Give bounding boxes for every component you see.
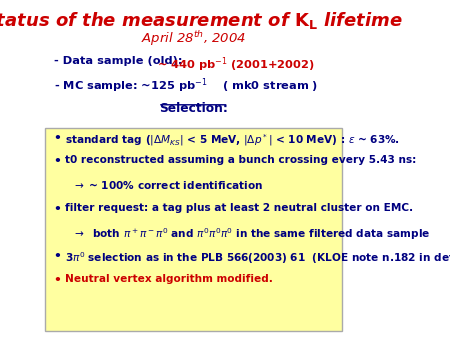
Text: Selection:: Selection:: [159, 102, 228, 115]
Text: •: •: [53, 274, 61, 287]
Text: ~ 440 pb$^{-1}$ (2001+2002): ~ 440 pb$^{-1}$ (2001+2002): [157, 56, 315, 74]
Text: Neutral vertex algorithm modified.: Neutral vertex algorithm modified.: [65, 274, 273, 284]
Text: April 28$^{th}$, 2004: April 28$^{th}$, 2004: [141, 29, 246, 48]
Text: $\rightarrow$ ~ 100% correct identification: $\rightarrow$ ~ 100% correct identificat…: [72, 179, 263, 191]
Text: •: •: [53, 155, 61, 168]
Text: •: •: [53, 203, 61, 216]
Text: t0 reconstructed assuming a bunch crossing every 5.43 ns:: t0 reconstructed assuming a bunch crossi…: [65, 155, 417, 166]
Text: •: •: [53, 132, 61, 145]
Text: Status of the measurement of $\mathbf{K_L}$ lifetime: Status of the measurement of $\mathbf{K_…: [0, 10, 403, 31]
FancyBboxPatch shape: [45, 128, 342, 331]
Text: - Data sample (old):: - Data sample (old):: [54, 56, 187, 66]
Text: - MC sample: ~125 pb$^{-1}$    ( mk0 stream ): - MC sample: ~125 pb$^{-1}$ ( mk0 stream…: [54, 77, 319, 95]
Text: 3$\pi^0$ selection as in the PLB 566(2003) 61  (KLOE note n.182 in details): 3$\pi^0$ selection as in the PLB 566(200…: [65, 250, 450, 266]
Text: $\rightarrow$  both $\pi^+\pi^-\pi^0$ and $\pi^0\pi^0\pi^0$ in the same filtered: $\rightarrow$ both $\pi^+\pi^-\pi^0$ and…: [72, 226, 430, 242]
Text: •: •: [53, 250, 61, 263]
Text: standard tag ($|\Delta M_{KS}|$ < 5 MeV, $|\Delta p^*|$ < 10 MeV) : $\varepsilon: standard tag ($|\Delta M_{KS}|$ < 5 MeV,…: [65, 132, 400, 148]
Text: filter request: a tag plus at least 2 neutral cluster on EMC.: filter request: a tag plus at least 2 ne…: [65, 203, 414, 213]
